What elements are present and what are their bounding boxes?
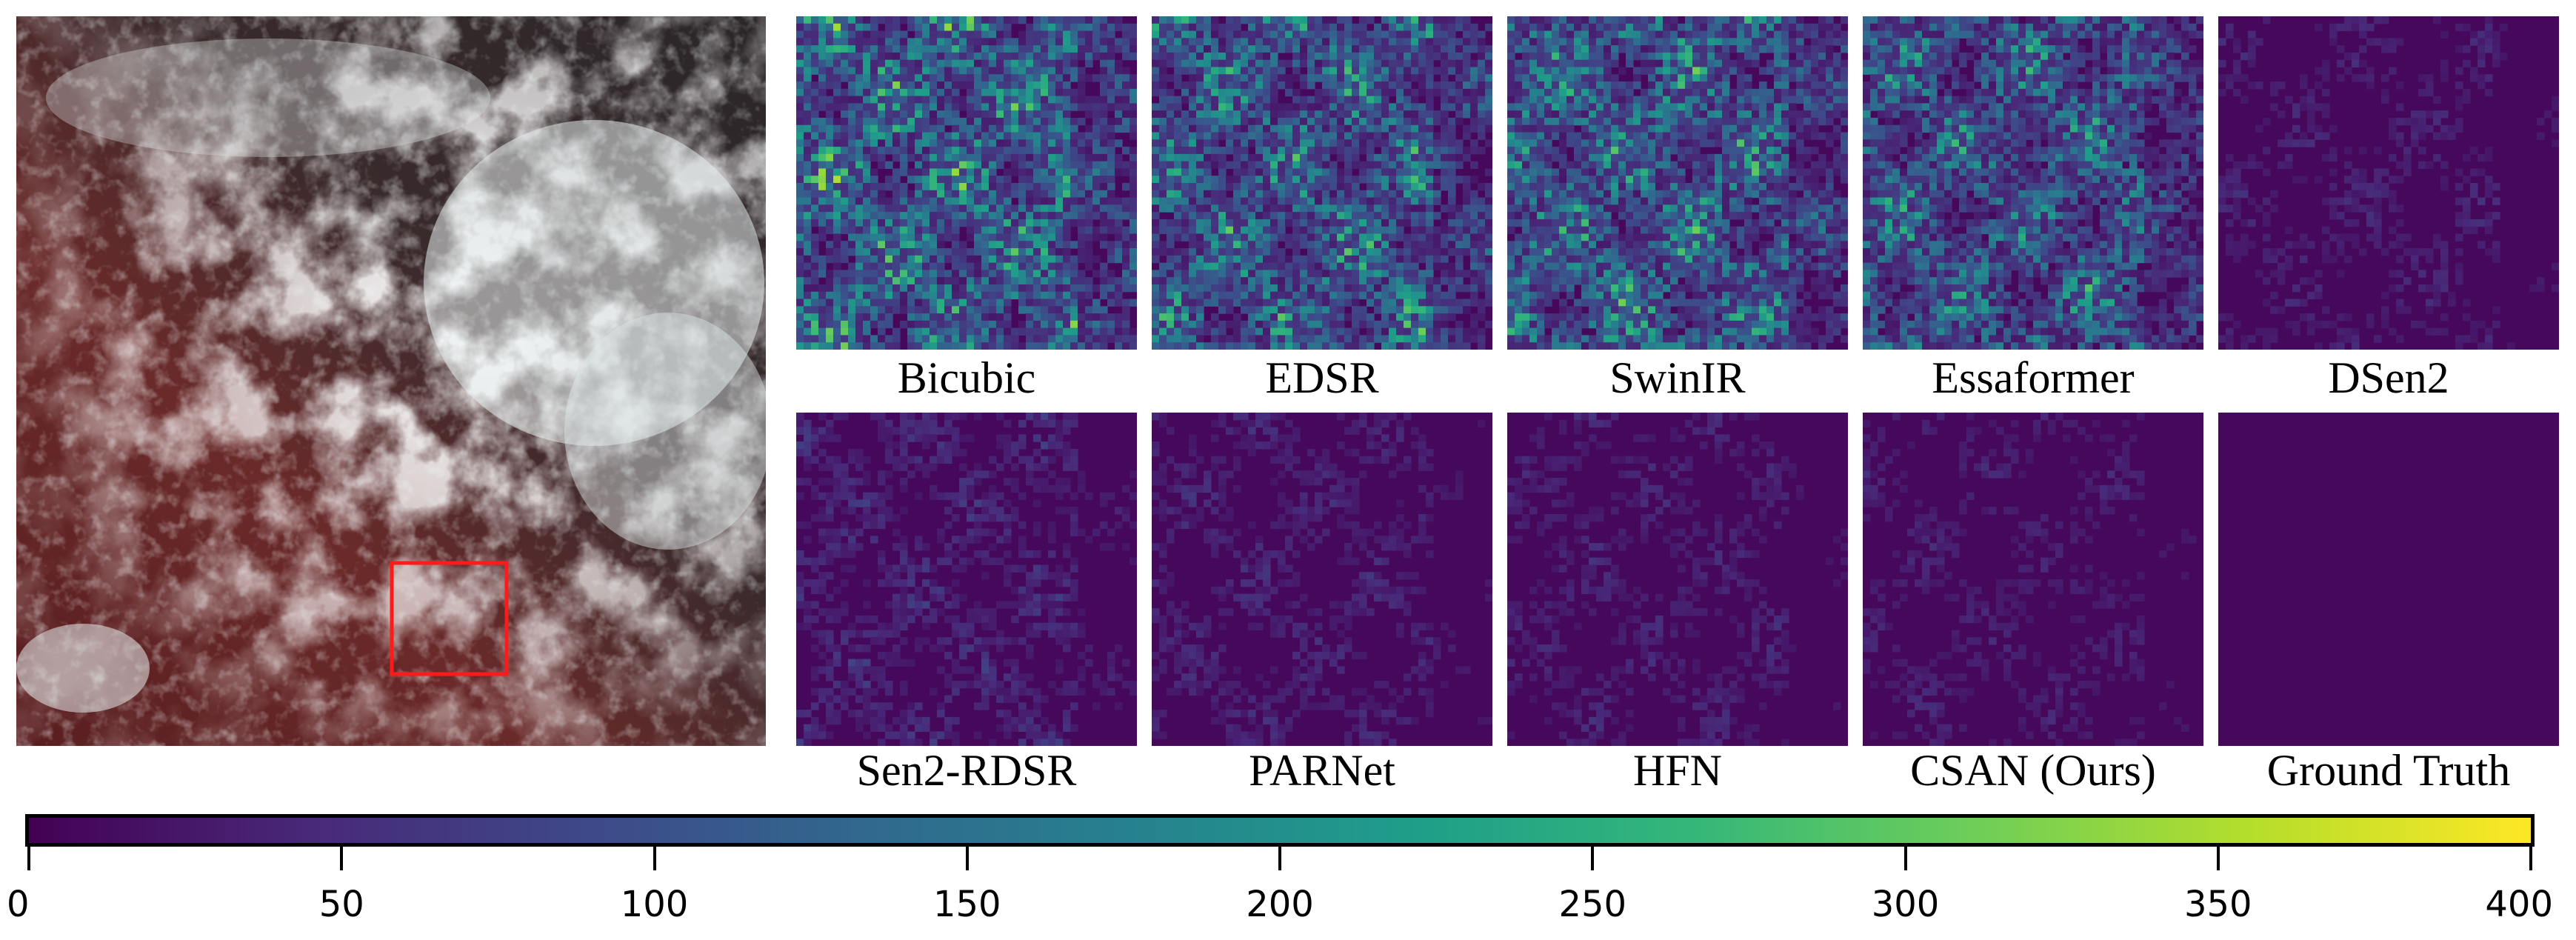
- error-map-csan-ours: [1863, 413, 2203, 746]
- caption-swinir: SwinIR: [1609, 353, 1746, 402]
- satellite-image-graphic: [16, 16, 766, 746]
- colorbar-tick-label: 300: [1871, 884, 1940, 925]
- caption-dsen2: DSen2: [2328, 353, 2449, 402]
- error-map-essaformer: [1863, 16, 2203, 350]
- colorbar-tick-label: 200: [1246, 884, 1314, 925]
- caption-sen2-rdsr: Sen2-RDSR: [856, 746, 1077, 795]
- error-map-swinir: [1507, 16, 1848, 350]
- caption-parnet: PARNet: [1249, 746, 1395, 795]
- error-map-essaformer-image: [1863, 16, 2203, 350]
- error-map-hfn-image: [1507, 413, 1848, 746]
- error-map-parnet-image: [1152, 413, 1492, 746]
- colorbar-tick-label: 0: [7, 884, 30, 925]
- colorbar-tick-label: 250: [1558, 884, 1627, 925]
- error-map-parnet: [1152, 413, 1492, 746]
- colorbar-tick-mark: [27, 847, 30, 870]
- error-map-swinir-image: [1507, 16, 1848, 350]
- colorbar-tick-label: 350: [2183, 884, 2252, 925]
- colorbar-tick-label: 150: [932, 884, 1001, 925]
- caption-ground-truth: Ground Truth: [2266, 746, 2511, 795]
- error-map-ground-truth: [2218, 413, 2559, 746]
- caption-csan-ours: CSAN (Ours): [1910, 746, 2156, 795]
- error-map-edsr-image: [1152, 16, 1492, 350]
- error-map-ground-truth-image: [2218, 413, 2559, 746]
- error-map-sen2-rdsr-image: [796, 413, 1137, 746]
- satellite-image: [16, 16, 766, 746]
- colorbar-tick-mark: [340, 847, 344, 870]
- colorbar-tick-label: 50: [318, 884, 364, 925]
- colorbar-tick-mark: [1903, 847, 1907, 870]
- error-map-bicubic: [796, 16, 1137, 350]
- colorbar: [25, 814, 2535, 847]
- colorbar-tick-label: 400: [2485, 884, 2553, 925]
- caption-edsr: EDSR: [1265, 353, 1379, 402]
- error-map-csan-ours-image: [1863, 413, 2203, 746]
- highlight-box: [390, 561, 509, 676]
- error-map-sen2-rdsr: [796, 413, 1137, 746]
- colorbar-tick-mark: [1278, 847, 1281, 870]
- colorbar-tick-mark: [2216, 847, 2220, 870]
- caption-hfn: HFN: [1632, 746, 1723, 795]
- error-map-hfn: [1507, 413, 1848, 746]
- caption-bicubic: Bicubic: [897, 353, 1036, 402]
- colorbar-tick-mark: [653, 847, 656, 870]
- error-map-bicubic-image: [796, 16, 1137, 350]
- error-map-dsen2-image: [2218, 16, 2559, 350]
- colorbar-tick-label: 100: [620, 884, 689, 925]
- colorbar-tick-mark: [2529, 847, 2532, 870]
- caption-essaformer: Essaformer: [1932, 353, 2135, 402]
- colorbar-tick-mark: [965, 847, 969, 870]
- error-map-dsen2: [2218, 16, 2559, 350]
- error-map-edsr: [1152, 16, 1492, 350]
- colorbar-tick-mark: [1591, 847, 1595, 870]
